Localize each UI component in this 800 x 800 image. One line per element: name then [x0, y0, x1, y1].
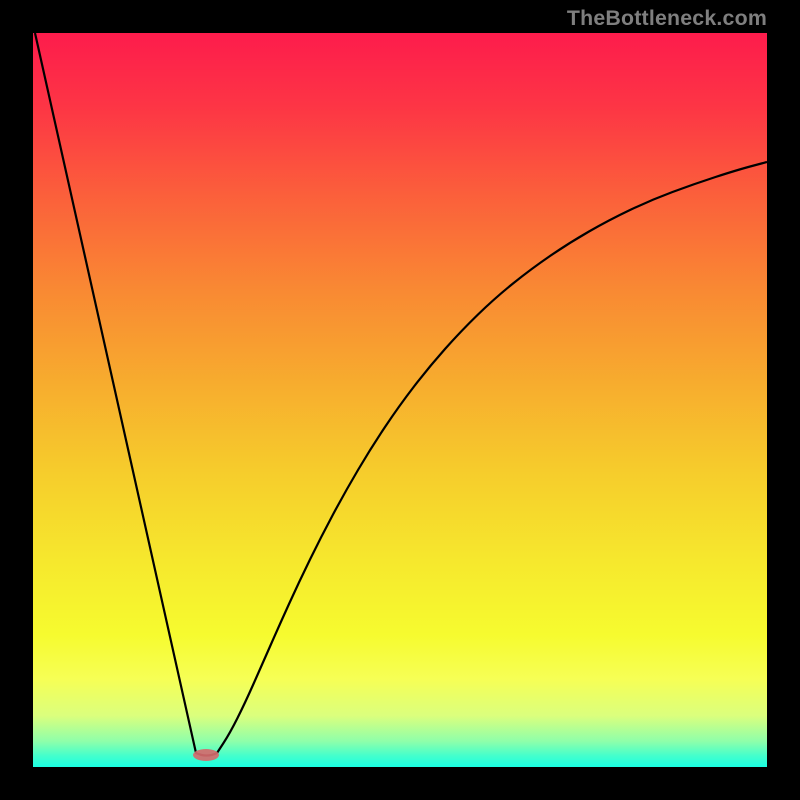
- watermark-text: TheBottleneck.com: [567, 6, 767, 31]
- valley-marker: [193, 749, 219, 761]
- bottleneck-curve: [33, 33, 767, 767]
- curve-path: [35, 33, 767, 756]
- plot-area: [33, 33, 767, 767]
